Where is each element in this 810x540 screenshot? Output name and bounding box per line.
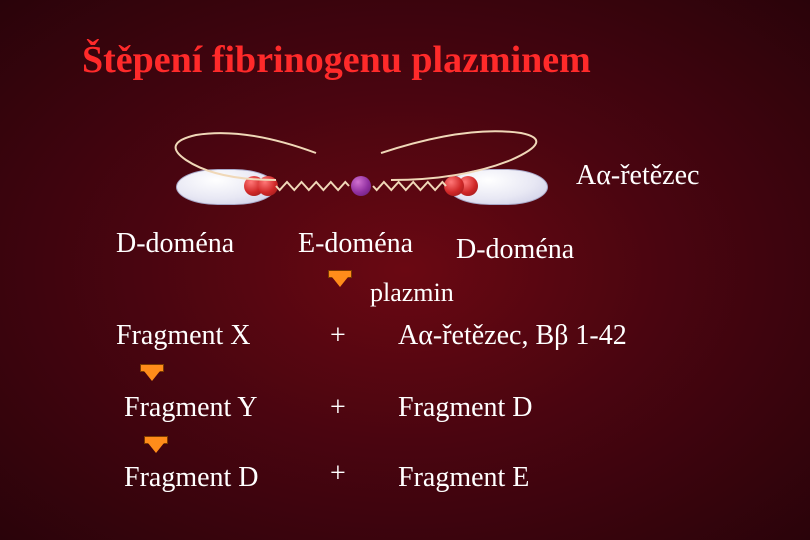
arrow-row0 (140, 362, 164, 376)
label-d1: D-doména (116, 228, 234, 260)
slide-title: Štěpení fibrinogenu plazminem (82, 38, 591, 82)
row1-left: Fragment Y (124, 392, 258, 424)
fibrinogen-molecule (176, 155, 546, 215)
row2-left: Fragment D (124, 462, 259, 494)
alpha-chain-label: Aα-řetězec (576, 160, 699, 192)
row2-plus: + (330, 458, 346, 490)
arrow-row1 (144, 434, 168, 448)
row0-plus: + (330, 320, 346, 352)
row0-right: Aα-řetězec, Bβ 1-42 (398, 320, 627, 352)
row1-plus: + (330, 392, 346, 424)
row0-left: Fragment X (116, 320, 251, 352)
plazmin-label: plazmin (370, 278, 454, 308)
alpha-tail-left (156, 125, 336, 195)
label-d2: D-doména (456, 234, 574, 266)
row1-right: Fragment D (398, 392, 533, 424)
alpha-tail-right (371, 125, 571, 195)
label-e: E-doména (298, 228, 413, 260)
row2-right: Fragment E (398, 462, 529, 494)
arrow-plazmin (328, 268, 352, 282)
